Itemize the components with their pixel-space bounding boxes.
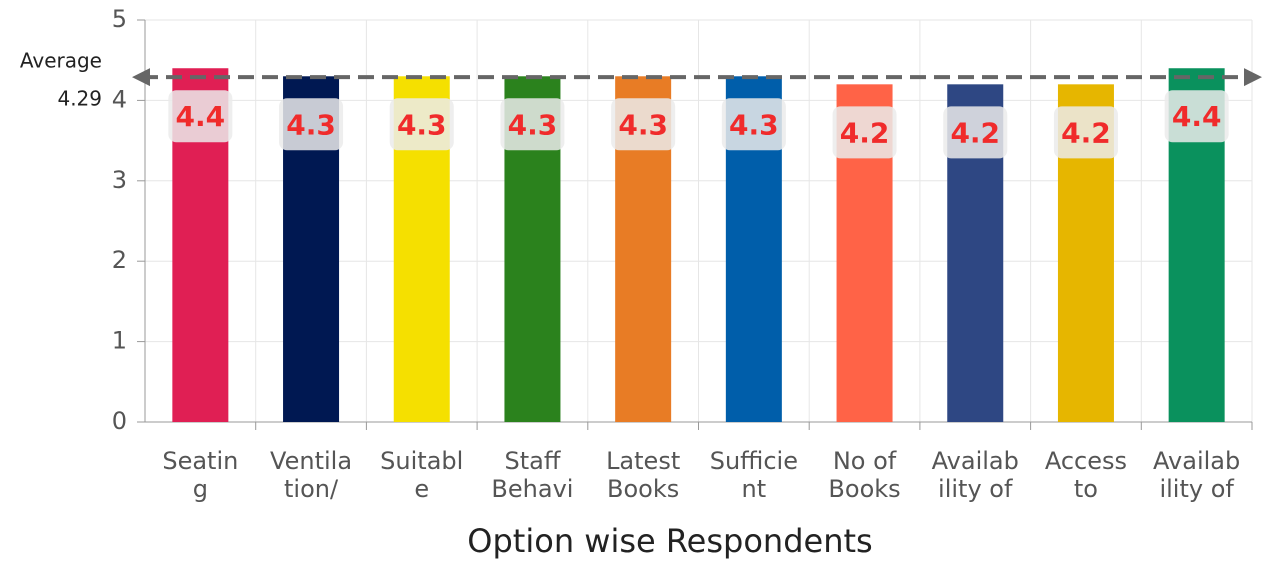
value-label: 4.2: [840, 116, 890, 149]
value-label: 4.3: [286, 108, 336, 141]
average-label: Average: [20, 49, 102, 73]
x-tick-label: Staff Behavi: [491, 447, 573, 503]
x-tick-label: Availab ility of: [1153, 447, 1240, 503]
value-label: 4.4: [176, 100, 226, 133]
arrow-left: [132, 68, 150, 87]
value-label-box: [611, 98, 676, 151]
y-tick-label: 2: [112, 246, 127, 274]
y-tick-label: 4: [112, 85, 127, 113]
x-axis-title: Option wise Respondents: [467, 522, 872, 560]
value-label: 4.3: [729, 108, 779, 141]
value-label: 4.3: [508, 108, 558, 141]
value-label-box: [500, 98, 565, 151]
x-tick-label: Access to: [1045, 447, 1127, 503]
x-tick-label: Latest Books: [606, 447, 680, 503]
arrow-right: [1244, 68, 1262, 87]
value-label-box: [721, 98, 786, 151]
x-tick-label: Sufficie nt: [710, 447, 798, 503]
value-label-box: [1053, 106, 1118, 159]
average-value: 4.29: [57, 87, 102, 111]
y-tick-label: 5: [112, 5, 127, 33]
value-label: 4.2: [950, 116, 1000, 149]
x-tick-label: Ventila tion/: [270, 447, 352, 503]
value-label-box: [389, 98, 454, 151]
value-label: 4.4: [1172, 100, 1222, 133]
value-label: 4.3: [397, 108, 447, 141]
value-label: 4.2: [1061, 116, 1111, 149]
x-tick-label: No of Books: [828, 447, 900, 503]
x-tick-label: Suitabl e: [380, 447, 463, 503]
value-label-box: [943, 106, 1008, 159]
value-label-box: [168, 90, 233, 143]
y-tick-label: 1: [112, 327, 127, 355]
value-label-box: [279, 98, 344, 151]
y-tick-label: 0: [112, 407, 127, 435]
x-tick-label: Availab ility of: [932, 447, 1019, 503]
value-label: 4.3: [618, 108, 668, 141]
value-label-box: [1164, 90, 1229, 143]
y-tick-label: 3: [112, 166, 127, 194]
x-tick-label: Seatin g: [162, 447, 238, 503]
value-label-box: [832, 106, 897, 159]
